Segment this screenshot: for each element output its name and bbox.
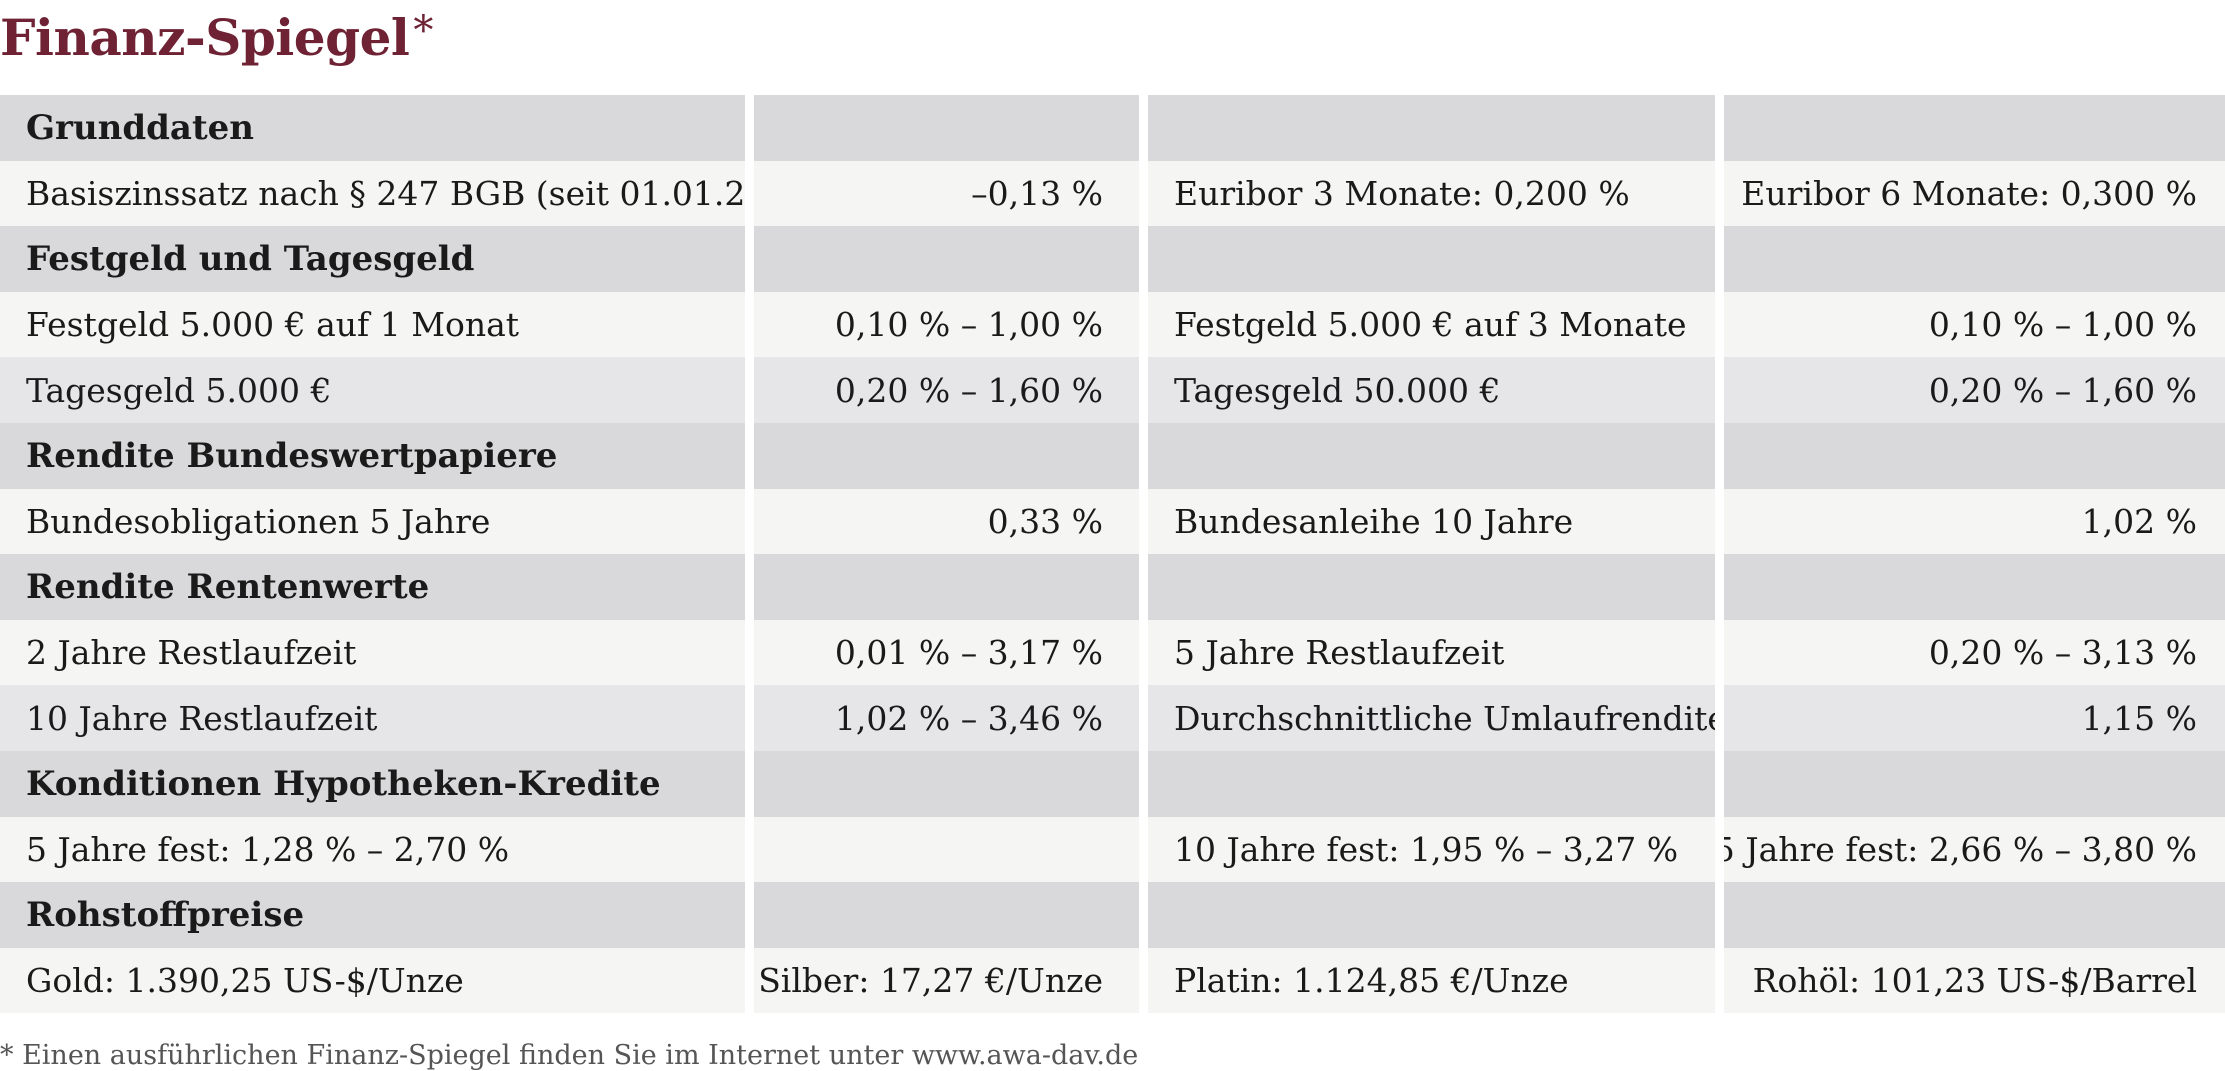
- section-header-spacer: [1724, 422, 2225, 489]
- value-cell: 1,15 %: [1724, 685, 2225, 751]
- value-cell: 0,10 % – 1,00 %: [1724, 291, 2225, 358]
- value-cell: 0,20 % – 1,60 %: [1724, 357, 2225, 423]
- label-cell: Festgeld 5.000 € auf 1 Monat: [0, 291, 745, 358]
- label-cell: Euribor 3 Monate: 0,200 %: [1148, 160, 1715, 227]
- value-cell: 1,02 % – 3,46 %: [754, 685, 1139, 751]
- section-header-spacer: [1148, 882, 1715, 948]
- value-cell: 0,10 % – 1,00 %: [754, 291, 1139, 358]
- section-header-spacer: [1148, 554, 1715, 620]
- section-header: Rohstoffpreise: [0, 882, 745, 948]
- section-header-spacer: [754, 882, 1139, 948]
- label-cell: 10 Jahre fest: 1,95 % – 3,27 %: [1148, 816, 1715, 883]
- label-cell: Festgeld 5.000 € auf 3 Monate: [1148, 291, 1715, 358]
- label-cell: Platin: 1.124,85 €/Unze: [1148, 947, 1715, 1014]
- label-cell: Gold: 1.390,25 US-$/Unze: [0, 947, 745, 1014]
- section-header-spacer: [1724, 750, 2225, 817]
- section-header-spacer: [1724, 882, 2225, 948]
- section-header: Festgeld und Tagesgeld: [0, 226, 745, 292]
- section-header-spacer: [1148, 226, 1715, 292]
- section-header-spacer: [1148, 422, 1715, 489]
- value-cell: 15 Jahre fest: 2,66 % – 3,80 %: [1724, 816, 2225, 883]
- title-text: Finanz-Spiegel: [0, 8, 410, 67]
- label-cell: Tagesgeld 50.000 €: [1148, 357, 1715, 423]
- section-header-spacer: [754, 554, 1139, 620]
- section-header: Konditionen Hypotheken-Kredite: [0, 750, 745, 817]
- label-cell: 10 Jahre Restlaufzeit: [0, 685, 745, 751]
- value-cell: 1,02 %: [1724, 488, 2225, 555]
- section-header-spacer: [1148, 95, 1715, 161]
- section-header-spacer: [754, 226, 1139, 292]
- label-cell: 2 Jahre Restlaufzeit: [0, 619, 745, 686]
- value-cell: [754, 816, 1139, 883]
- section-header-spacer: [1148, 750, 1715, 817]
- section-header-spacer: [1724, 95, 2225, 161]
- value-cell: Euribor 6 Monate: 0,300 %: [1724, 160, 2225, 227]
- label-cell: Bundesanleihe 10 Jahre: [1148, 488, 1715, 555]
- title-footnote-mark: *: [413, 8, 433, 54]
- section-header-spacer: [1724, 226, 2225, 292]
- label-cell: Durchschnittliche Umlaufrendite: [1148, 685, 1715, 751]
- label-cell: Basiszinssatz nach § 247 BGB (seit 01.01…: [0, 160, 745, 227]
- value-cell: –0,13 %: [754, 160, 1139, 227]
- section-header: Rendite Bundeswertpapiere: [0, 422, 745, 489]
- section-header: Grunddaten: [0, 95, 745, 161]
- footnote: * Einen ausführlichen Finanz-Spiegel fin…: [0, 1040, 1139, 1071]
- page-title: Finanz-Spiegel *: [0, 8, 433, 67]
- value-cell: 0,20 % – 3,13 %: [1724, 619, 2225, 686]
- section-header-spacer: [754, 422, 1139, 489]
- section-header: Rendite Rentenwerte: [0, 554, 745, 620]
- label-cell: 5 Jahre Restlaufzeit: [1148, 619, 1715, 686]
- label-cell: 5 Jahre fest: 1,28 % – 2,70 %: [0, 816, 745, 883]
- section-header-spacer: [1724, 554, 2225, 620]
- section-header-spacer: [754, 750, 1139, 817]
- label-cell: Tagesgeld 5.000 €: [0, 357, 745, 423]
- label-cell: Bundesobligationen 5 Jahre: [0, 488, 745, 555]
- finance-table: Grunddaten Basiszinssatz nach § 247 BGB (…: [0, 95, 2225, 1014]
- section-header-spacer: [754, 95, 1139, 161]
- value-cell: Rohöl: 101,23 US-$/Barrel: [1724, 947, 2225, 1014]
- value-cell: 0,01 % – 3,17 %: [754, 619, 1139, 686]
- value-cell: 0,20 % – 1,60 %: [754, 357, 1139, 423]
- value-cell: 0,33 %: [754, 488, 1139, 555]
- value-cell: Silber: 17,27 €/Unze: [754, 947, 1139, 1014]
